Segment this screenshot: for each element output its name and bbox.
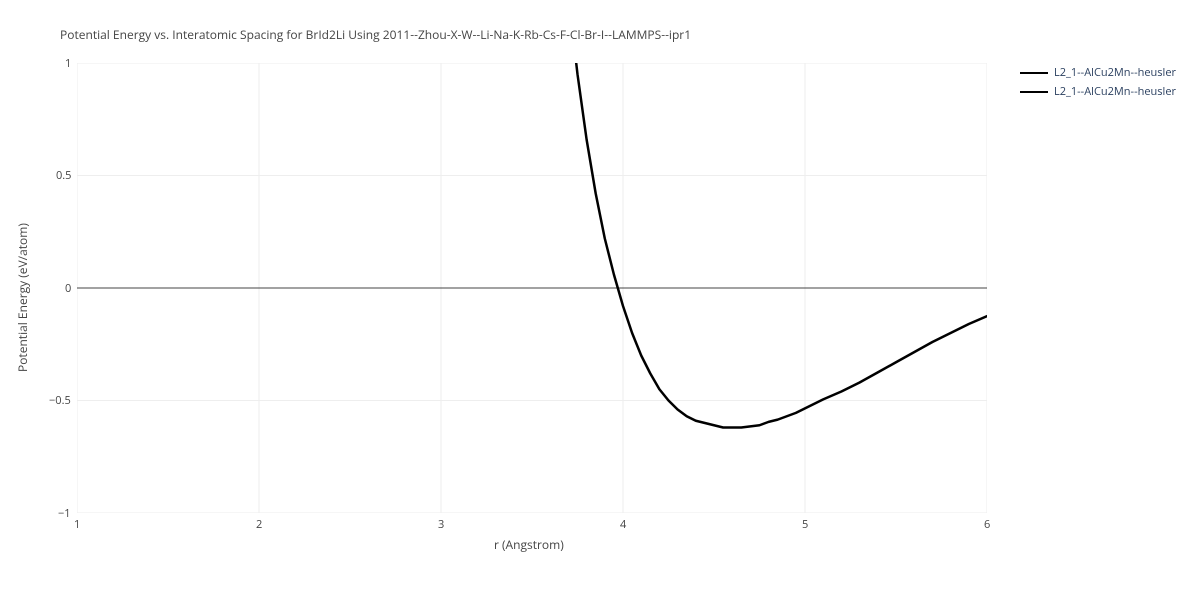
x-tick-label: 6 [984,517,990,532]
chart-title: Potential Energy vs. Interatomic Spacing… [60,26,691,43]
y-axis-label: Potential Energy (eV/atom) [14,223,31,372]
legend-swatch [1020,72,1048,74]
legend-label: L2_1--AlCu2Mn--heusler [1054,84,1176,99]
legend-label: L2_1--AlCu2Mn--heusler [1054,65,1176,80]
legend[interactable]: L2_1--AlCu2Mn--heusler L2_1--AlCu2Mn--heu… [1020,63,1176,101]
x-axis-label: r (Angstrom) [494,536,564,553]
x-tick-label: 2 [256,517,262,532]
y-tick-label: 0 [65,281,71,296]
x-tick-label: 4 [620,517,626,532]
legend-swatch [1020,91,1048,93]
chart-container: Potential Energy vs. Interatomic Spacing… [0,0,1200,600]
x-tick-label: 1 [74,517,80,532]
legend-item[interactable]: L2_1--AlCu2Mn--heusler [1020,82,1176,101]
plot-area[interactable] [77,63,987,513]
y-tick-label: 1 [65,56,71,71]
x-tick-label: 3 [438,517,444,532]
legend-item[interactable]: L2_1--AlCu2Mn--heusler [1020,63,1176,82]
y-tick-label: 0.5 [56,168,71,183]
y-tick-label: −1 [58,506,71,521]
y-tick-label: −0.5 [49,393,71,408]
x-tick-label: 5 [802,517,808,532]
series-line[interactable] [568,63,987,428]
